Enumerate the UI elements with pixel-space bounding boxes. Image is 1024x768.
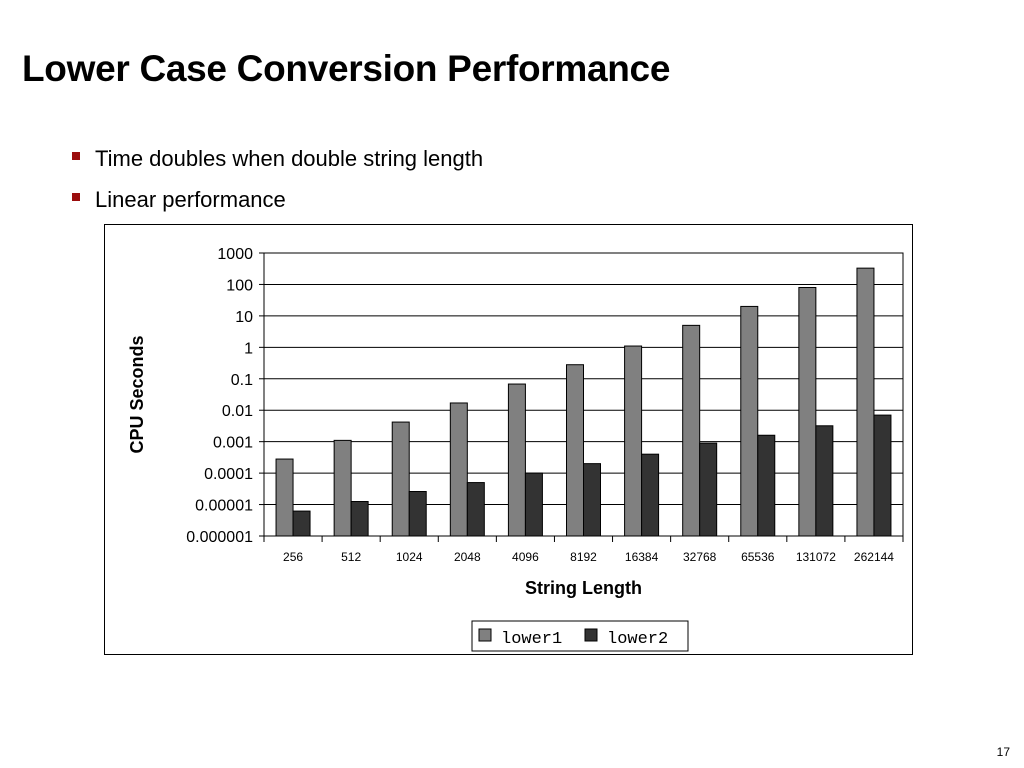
chart-frame: 1000 100 10 1 0.1 0.01 0.001 0.0001 0.00001 0.000… bbox=[104, 224, 913, 655]
y-tick-label: 1 bbox=[244, 340, 253, 357]
y-tick-label: 0.00001 bbox=[195, 498, 253, 515]
y-tick-label: 0.0001 bbox=[204, 466, 253, 483]
bullet-text: Linear performance bbox=[95, 187, 286, 212]
x-axis-title: String Length bbox=[525, 578, 642, 598]
bar-lower1 bbox=[566, 364, 584, 537]
bar-lower1 bbox=[391, 421, 410, 537]
x-tick-label: 131072 bbox=[796, 550, 836, 564]
legend-label: lower1 bbox=[501, 630, 562, 649]
x-tick-label: 16384 bbox=[625, 550, 659, 564]
bar-lower2 bbox=[350, 501, 369, 537]
bar-lower1 bbox=[682, 324, 701, 537]
bar-lower2 bbox=[466, 482, 485, 537]
x-tick-label: 1024 bbox=[396, 550, 423, 564]
x-tick-label: 256 bbox=[283, 550, 303, 564]
y-tick-label: 100 bbox=[226, 277, 253, 294]
y-tick-label: 0.1 bbox=[231, 372, 253, 389]
bar-lower2 bbox=[815, 425, 834, 537]
page-number: 17 bbox=[996, 745, 1010, 759]
bar-lower2 bbox=[641, 453, 660, 537]
square-bullet-icon bbox=[72, 152, 80, 160]
square-bullet-icon bbox=[72, 193, 80, 201]
bar-lower1 bbox=[798, 286, 817, 537]
y-tick-label: 0.01 bbox=[222, 403, 253, 420]
y-tick-label: 0.000001 bbox=[186, 529, 253, 546]
x-tick-label: 65536 bbox=[741, 550, 775, 564]
bar-lower1 bbox=[449, 402, 468, 537]
y-axis-title: CPU Seconds bbox=[127, 335, 147, 453]
x-tick-label: 32768 bbox=[683, 550, 717, 564]
bullet-item: Time doubles when double string length bbox=[72, 145, 483, 186]
x-tick-label: 2048 bbox=[454, 550, 481, 564]
bar-chart: 1000 100 10 1 0.1 0.01 0.001 0.0001 0.00001 0.000… bbox=[127, 246, 904, 652]
bullet-item: Linear performance bbox=[72, 186, 483, 227]
bar-lower1 bbox=[740, 305, 759, 537]
bar-lower2 bbox=[699, 442, 718, 537]
bar-lower1 bbox=[275, 458, 294, 537]
x-tick-label: 4096 bbox=[512, 550, 539, 564]
bar-lower2 bbox=[757, 434, 776, 537]
legend-box bbox=[471, 620, 689, 652]
slide-title: Lower Case Conversion Performance bbox=[22, 48, 671, 89]
legend-swatch-lower2 bbox=[584, 628, 598, 642]
legend-label: lower2 bbox=[607, 630, 668, 649]
bullet-text: Time doubles when double string length bbox=[95, 146, 484, 171]
y-tick-label: 0.001 bbox=[213, 435, 253, 452]
bar-lower2 bbox=[408, 491, 427, 537]
bar-lower1 bbox=[333, 439, 352, 537]
bullet-list: Time doubles when double string length L… bbox=[72, 145, 483, 227]
bar-lower2 bbox=[873, 414, 892, 537]
y-tick-label: 10 bbox=[235, 309, 253, 326]
bar-lower2 bbox=[292, 510, 311, 537]
x-tick-label: 8192 bbox=[570, 550, 597, 564]
x-tick-label: 512 bbox=[341, 550, 361, 564]
bar-lower2 bbox=[524, 472, 543, 537]
legend-swatch-lower1 bbox=[478, 628, 492, 642]
bar-lower1 bbox=[507, 383, 526, 537]
bar-lower2 bbox=[583, 463, 601, 537]
bar-lower1 bbox=[856, 267, 875, 537]
x-tick-label: 262144 bbox=[854, 550, 894, 564]
bar-lower1 bbox=[624, 345, 643, 537]
y-tick-label: 1000 bbox=[217, 246, 253, 263]
